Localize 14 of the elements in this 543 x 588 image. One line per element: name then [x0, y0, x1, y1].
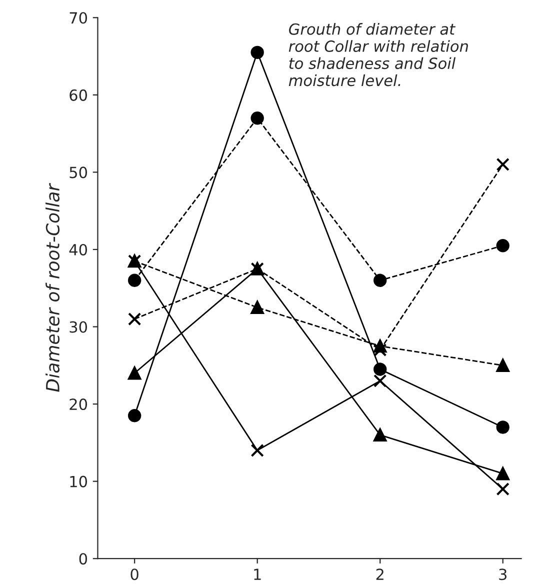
- y-tick-label: 40: [69, 244, 88, 256]
- y-tick-label: 20: [70, 398, 88, 410]
- y-tick-label: 50: [70, 166, 88, 178]
- x-tick-label: 3: [499, 568, 506, 580]
- y-tick-label: 30: [70, 321, 88, 333]
- x-tick-label: 2: [376, 568, 384, 580]
- y-tick-label: 10: [70, 476, 88, 488]
- y-tick-label: 60: [70, 89, 88, 101]
- x-tick-label: 1: [254, 568, 261, 580]
- y-axis-title: Diameter of root-Collar: [46, 182, 60, 392]
- x-tick-label: 0: [130, 568, 138, 580]
- text: Grouth of diameter at root Collar with relation to shadeness and Soil moisture level.: [288, 23, 468, 86]
- y-tick-label: 0: [79, 553, 88, 565]
- y-tick-label: 70: [70, 12, 88, 24]
